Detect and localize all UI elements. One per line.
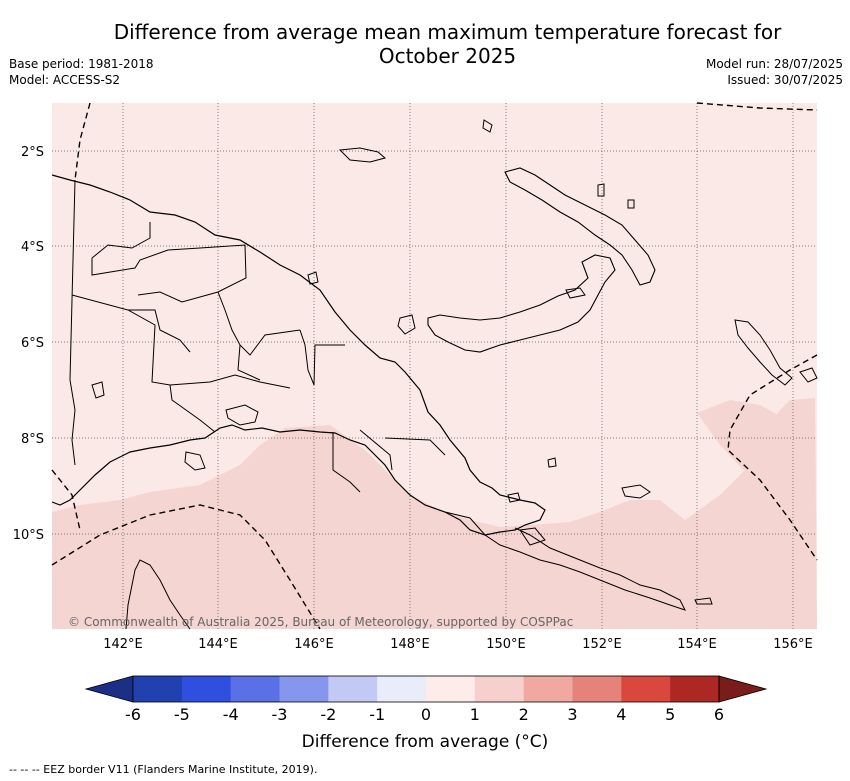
issued-date: Issued: 30/07/2025 [727, 73, 843, 87]
colorbar-cell [377, 676, 427, 702]
graticule [52, 103, 817, 629]
colorbar-tick-label: 4 [616, 705, 626, 724]
new-britain-island [427, 254, 616, 353]
colorbar-cell [670, 676, 720, 702]
meta-left: Base period: 1981-2018 Model: ACCESS-S2 [9, 56, 154, 88]
colorbar-cell [621, 676, 671, 702]
lon-tick: 144°E [198, 637, 238, 652]
lat-tick: 4°S [21, 240, 44, 255]
colorbar-cell [328, 676, 378, 702]
internal-borders [69, 179, 446, 493]
colorbar-tick-label: 0 [421, 705, 431, 724]
lat-tick: 8°S [21, 432, 44, 447]
cape-york-coast [125, 559, 191, 630]
colorbar-cell [474, 676, 524, 702]
lon-tick: 146°E [294, 637, 334, 652]
colorbar-under-arrow [84, 675, 134, 703]
colorbar-tick-label: -1 [369, 705, 385, 724]
map-panel: © Commonwealth of Australia 2025, Bureau… [51, 102, 818, 630]
warm-anomaly-region [52, 398, 817, 629]
lon-tick: 154°E [677, 637, 717, 652]
warm-anomaly-region-east [697, 400, 778, 475]
colorbar-tick-label: 2 [519, 705, 529, 724]
lon-tick: 156°E [773, 637, 813, 652]
colorbar-cell [523, 676, 573, 702]
title-line-2: October 2025 [378, 44, 517, 68]
colorbar-over-arrow [718, 675, 768, 703]
eez-borders [51, 102, 818, 630]
lat-tick: 10°S [13, 528, 44, 543]
colorbar-tick-label: 5 [665, 705, 675, 724]
colorbar-tick-label: -2 [320, 705, 336, 724]
colorbar-tick-label: 3 [567, 705, 577, 724]
colorbar-cell [133, 676, 183, 702]
new-guinea-mainland [51, 174, 546, 536]
colorbar-tick-label: -6 [125, 705, 141, 724]
colorbar-cell [572, 676, 622, 702]
colorbar-cells [133, 676, 720, 702]
small-islands [91, 119, 818, 605]
colorbar: -6 -5 -4 -3 -2 -1 0 1 2 3 4 5 6 [84, 675, 768, 724]
colorbar-tick-label: 1 [470, 705, 480, 724]
lon-tick: 150°E [486, 637, 526, 652]
new-ireland-island [504, 167, 656, 286]
colorbar-cell [279, 676, 329, 702]
lon-tick: 142°E [103, 637, 143, 652]
colorbar-cell [230, 676, 280, 702]
base-period: Base period: 1981-2018 [9, 57, 154, 71]
lat-tick: 6°S [21, 336, 44, 351]
colorbar-cell [426, 676, 476, 702]
papuan-peninsula [444, 511, 686, 611]
colorbar-tick-label: -4 [223, 705, 239, 724]
colorbar-tick-label: -5 [174, 705, 190, 724]
model-run: Model run: 28/07/2025 [705, 57, 843, 71]
copyright-notice: © Commonwealth of Australia 2025, Bureau… [68, 615, 573, 629]
lon-tick: 148°E [390, 637, 430, 652]
map-title: Difference from average mean maximum tem… [80, 20, 815, 68]
eez-footer-note: -- -- -- EEZ border V11 (Flanders Marine… [9, 763, 318, 776]
meta-right: Model run: 28/07/2025 Issued: 30/07/2025 [706, 56, 843, 88]
model-name: Model: ACCESS-S2 [9, 73, 121, 87]
colorbar-outline [132, 675, 720, 703]
title-line-1: Difference from average mean maximum tem… [113, 20, 782, 44]
axis-ticks: 142°E 144°E 146°E 148°E 150°E 152°E 154°… [13, 145, 813, 652]
lat-tick: 2°S [21, 145, 44, 160]
colorbar-tick-label: -3 [272, 705, 288, 724]
lon-tick: 152°E [582, 637, 622, 652]
colorbar-label: Difference from average (°C) [301, 732, 549, 752]
colorbar-cell [181, 676, 231, 702]
colorbar-tick-label: 6 [714, 705, 724, 724]
colorbar-ticks: -6 -5 -4 -3 -2 -1 0 1 2 3 4 5 6 [125, 705, 724, 724]
